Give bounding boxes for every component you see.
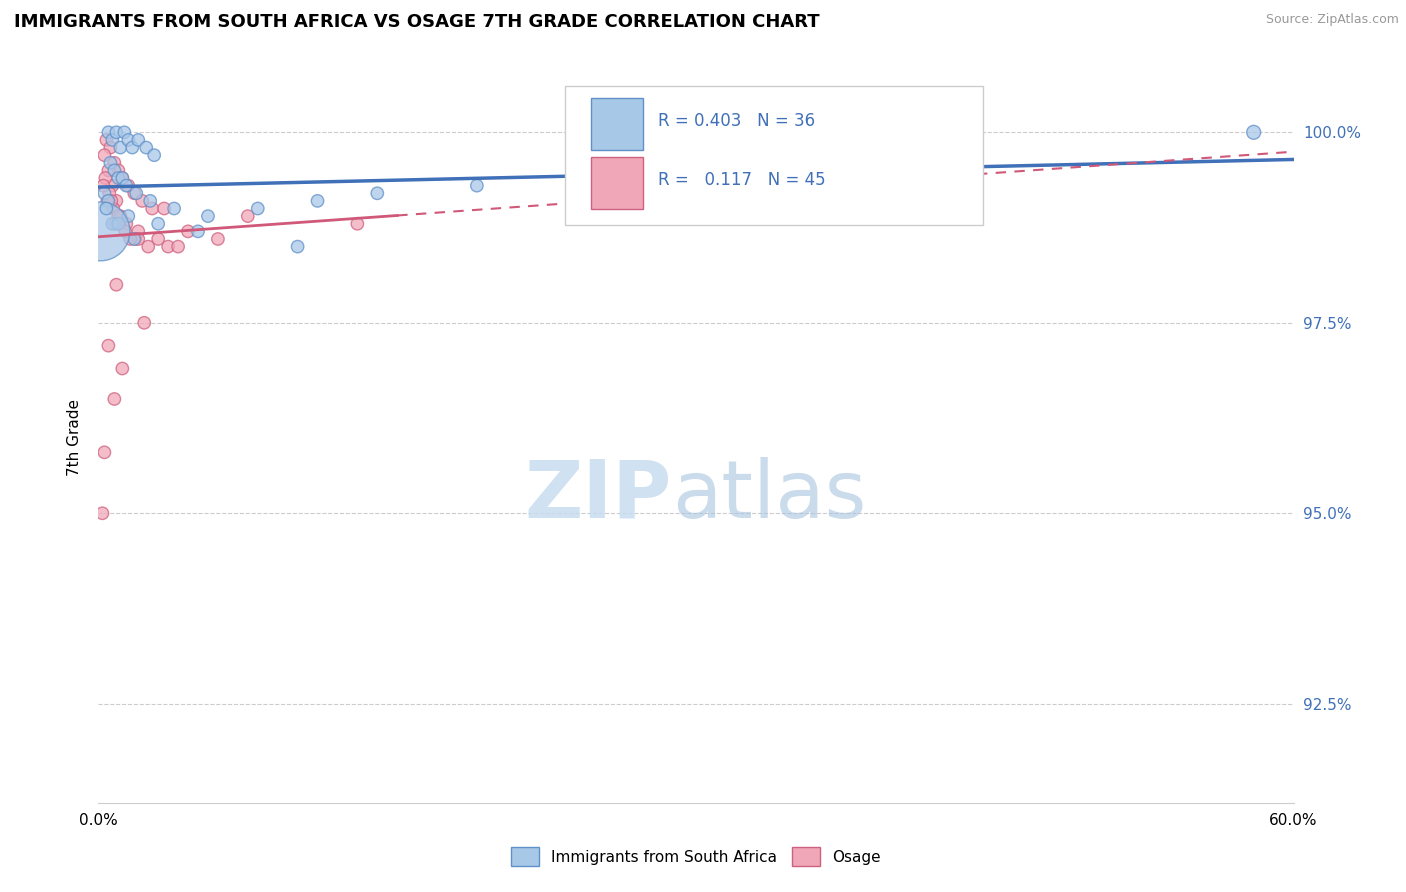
Point	[91, 506, 114, 520]
Point	[346, 217, 368, 231]
Point	[148, 232, 170, 246]
Point	[93, 445, 115, 459]
Point	[187, 224, 209, 238]
Point	[135, 140, 157, 154]
Point	[117, 133, 139, 147]
Point	[111, 171, 134, 186]
Text: R =   0.117   N = 45: R = 0.117 N = 45	[658, 170, 825, 188]
Point	[287, 239, 309, 253]
Text: Source: ZipAtlas.com: Source: ZipAtlas.com	[1265, 13, 1399, 27]
Point	[96, 133, 118, 147]
Point	[120, 232, 142, 246]
Point	[101, 133, 124, 147]
Text: R = 0.403   N = 36: R = 0.403 N = 36	[658, 112, 815, 130]
Point	[105, 125, 128, 139]
Point	[127, 232, 149, 246]
Point	[104, 217, 127, 231]
Point	[96, 194, 118, 208]
Point	[103, 202, 125, 216]
Point	[97, 163, 120, 178]
Point	[246, 202, 269, 216]
Point	[97, 194, 120, 208]
Point	[111, 171, 134, 186]
Point	[153, 202, 176, 216]
Point	[127, 133, 149, 147]
Point	[97, 125, 120, 139]
Point	[105, 194, 128, 208]
Point	[197, 209, 219, 223]
Point	[136, 239, 159, 253]
Point	[101, 178, 124, 193]
Point	[307, 194, 329, 208]
Point	[110, 140, 132, 154]
Point	[124, 186, 146, 201]
Text: atlas: atlas	[672, 457, 866, 534]
Point	[207, 232, 229, 246]
Point	[98, 186, 121, 201]
Point	[236, 209, 259, 223]
Point	[565, 171, 588, 186]
Point	[139, 194, 162, 208]
Point	[97, 338, 120, 352]
Y-axis label: 7th Grade: 7th Grade	[66, 399, 82, 475]
Point	[127, 224, 149, 238]
Point	[105, 277, 128, 292]
Point	[107, 171, 129, 186]
Point	[115, 178, 138, 193]
Point	[93, 148, 115, 162]
Point	[112, 125, 135, 139]
Point	[107, 217, 129, 231]
Point	[125, 186, 148, 201]
Point	[115, 217, 138, 231]
Point	[131, 194, 153, 208]
Point	[465, 178, 488, 193]
Point	[111, 361, 134, 376]
Text: IMMIGRANTS FROM SOUTH AFRICA VS OSAGE 7TH GRADE CORRELATION CHART: IMMIGRANTS FROM SOUTH AFRICA VS OSAGE 7T…	[14, 13, 820, 31]
Point	[1243, 125, 1265, 139]
Point	[98, 155, 122, 169]
Point	[103, 155, 125, 169]
Point	[163, 202, 186, 216]
Point	[94, 171, 117, 186]
FancyBboxPatch shape	[591, 157, 644, 209]
Point	[108, 217, 131, 231]
Point	[117, 178, 139, 193]
Point	[148, 217, 170, 231]
Point	[121, 140, 143, 154]
Point	[101, 217, 124, 231]
Point	[93, 178, 115, 193]
Text: ZIP: ZIP	[524, 457, 672, 534]
Point	[103, 163, 125, 178]
Point	[110, 209, 132, 223]
Point	[107, 209, 129, 223]
Point	[124, 232, 146, 246]
Point	[134, 316, 156, 330]
Point	[117, 209, 139, 223]
FancyBboxPatch shape	[591, 98, 644, 151]
Point	[141, 202, 163, 216]
Point	[114, 224, 136, 238]
Point	[96, 202, 118, 216]
Point	[366, 186, 388, 201]
Point	[143, 148, 166, 162]
Point	[177, 224, 200, 238]
Point	[157, 239, 180, 253]
Point	[89, 224, 111, 238]
Point	[98, 140, 122, 154]
Point	[167, 239, 190, 253]
FancyBboxPatch shape	[565, 86, 983, 225]
Point	[107, 163, 129, 178]
Legend: Immigrants from South Africa, Osage: Immigrants from South Africa, Osage	[505, 841, 887, 872]
Point	[103, 392, 125, 406]
Point	[124, 232, 146, 246]
Point	[93, 186, 115, 201]
Point	[100, 194, 122, 208]
